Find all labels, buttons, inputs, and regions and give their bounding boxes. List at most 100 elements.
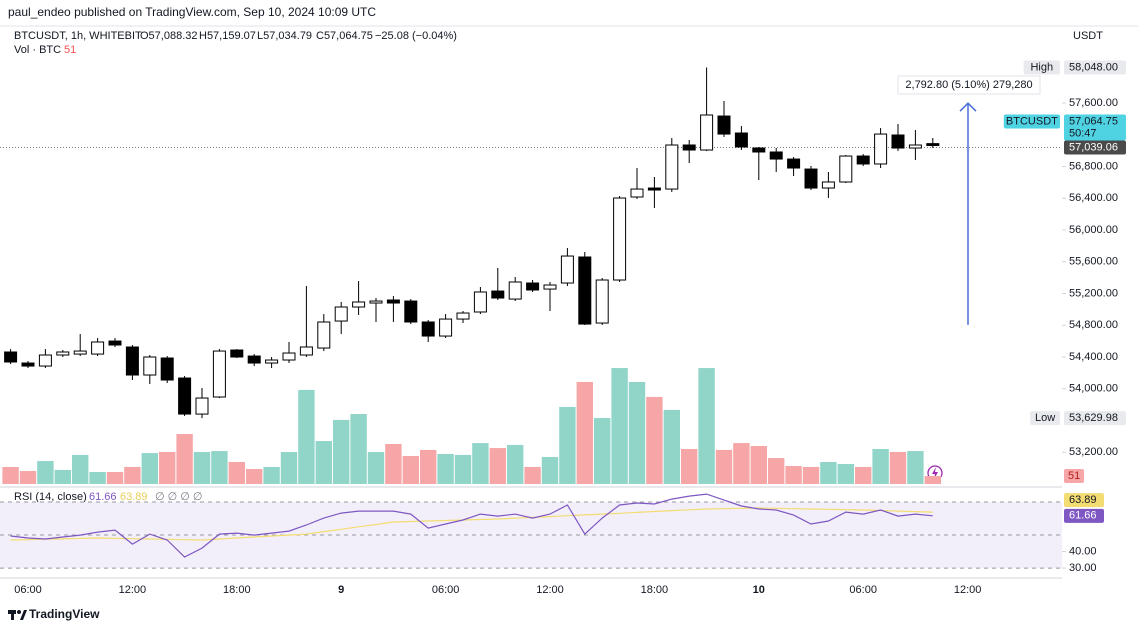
candle-body: [769, 151, 783, 160]
x-tick-label: 06:00: [432, 584, 460, 596]
candle-body: [421, 321, 435, 337]
price-label: 53,629.98: [1069, 412, 1118, 424]
rsi-label-box: [1064, 508, 1104, 523]
volume-bar: [802, 466, 820, 484]
candle-body: [665, 144, 679, 190]
y-tick-label: 57,600.00: [1069, 97, 1118, 109]
volume-bar: [681, 448, 698, 484]
volume-bar: [698, 368, 715, 484]
candle-body: [404, 300, 418, 323]
candle-body: [108, 340, 122, 346]
ohlc-legend: C57,064.75: [316, 30, 373, 42]
y-tick-label: 54,800.00: [1069, 319, 1118, 331]
candle-body: [787, 158, 801, 169]
price-label-box: [1064, 140, 1126, 155]
volume-bar: [176, 433, 193, 484]
y-tick-label: 55,600.00: [1069, 256, 1118, 268]
volume-bar: [924, 476, 941, 484]
rsi-line: [10, 493, 933, 558]
volume-axis-label: 51: [1068, 470, 1080, 482]
volume-bar: [646, 396, 663, 484]
candle-body: [630, 188, 644, 198]
price-label: 58,048.00: [1069, 61, 1118, 73]
candle-body: [38, 354, 52, 367]
rsi-extra: ∅ ∅ ∅ ∅: [155, 491, 203, 503]
rsi-title: RSI (14, close): [14, 491, 87, 503]
candle-body: [299, 346, 313, 356]
volume-bar: [454, 454, 472, 484]
volume-bar: [663, 409, 680, 484]
candle-body: [21, 362, 35, 367]
candle-body: [473, 291, 487, 313]
volume-bar: [89, 471, 106, 484]
volume-bar: [263, 466, 280, 484]
candle-body: [352, 301, 366, 308]
ohlc-legend: H57,159.07: [199, 30, 256, 42]
rsi-value: 61.66: [89, 491, 117, 503]
price-name-box: [1030, 411, 1060, 426]
volume-bar: [228, 461, 245, 484]
candle-body: [839, 155, 853, 183]
candle-body: [508, 281, 522, 300]
measure-box: [897, 75, 1041, 95]
candle-body: [334, 306, 348, 322]
rsi-tick-label: 30.00: [1069, 562, 1097, 574]
price-label: 57,039.06: [1069, 141, 1118, 153]
volume-bar: [280, 451, 298, 484]
publisher: paul_endeo published on TradingView.com,…: [8, 5, 376, 19]
volume-bar: [715, 449, 733, 484]
volume-bar: [437, 453, 454, 484]
volume-bar: [889, 451, 907, 484]
price-name-box: [1003, 114, 1060, 129]
volume-bar: [385, 443, 402, 484]
candle-body: [491, 290, 505, 299]
rsi-ma-label-box: [1064, 493, 1104, 508]
candle-body: [160, 357, 174, 381]
candle-body: [369, 300, 383, 304]
volume-bar: [2, 466, 19, 484]
volume-bar: [750, 446, 767, 484]
y-tick-label: 56,800.00: [1069, 160, 1118, 172]
volume-title: Vol · BTC: [14, 44, 61, 56]
candle-body: [891, 134, 905, 149]
price-label: 57,064.75: [1069, 115, 1118, 127]
volume-bar: [72, 454, 89, 484]
candle-body: [560, 255, 574, 284]
candle-body: [91, 341, 105, 355]
volume-bar: [733, 443, 750, 484]
volume-bar: [19, 471, 37, 484]
volume-bar: [37, 461, 54, 484]
price-label-box: [1064, 60, 1126, 75]
volume-bar: [611, 368, 628, 484]
volume-bar: [106, 471, 124, 484]
symbol: BTCUSDT, 1h, WHITEBIT: [14, 30, 142, 42]
candle-body: [856, 155, 870, 165]
candle-body: [647, 187, 661, 191]
volume-bar: [420, 449, 437, 484]
rsi-tick-label: 40.00: [1069, 545, 1097, 557]
candle-body: [908, 144, 922, 149]
volume-bar: [54, 469, 71, 484]
candle-body: [56, 351, 70, 356]
rsi-ma-axis-label: 63.89: [1069, 494, 1097, 506]
candle-body: [282, 352, 296, 361]
candle-body: [125, 346, 139, 376]
volume-bar: [768, 458, 785, 484]
price-name: Low: [1035, 412, 1055, 424]
volume-bar: [489, 448, 506, 484]
price-label-box: [1064, 114, 1126, 141]
y-tick-label: 54,400.00: [1069, 351, 1118, 363]
y-tick-label: 56,400.00: [1069, 192, 1118, 204]
volume-bar: [298, 389, 315, 484]
candle-body: [143, 356, 157, 376]
x-tick-label: 12:00: [119, 584, 147, 596]
currency: USDT: [1073, 30, 1103, 42]
candle-body: [717, 115, 731, 135]
volume-bar: [193, 451, 211, 484]
x-tick-label: 9: [338, 584, 344, 596]
x-tick-label: 06:00: [14, 584, 42, 596]
candle-body: [874, 133, 888, 165]
x-tick-label: 12:00: [954, 584, 982, 596]
candle-body: [752, 147, 766, 153]
